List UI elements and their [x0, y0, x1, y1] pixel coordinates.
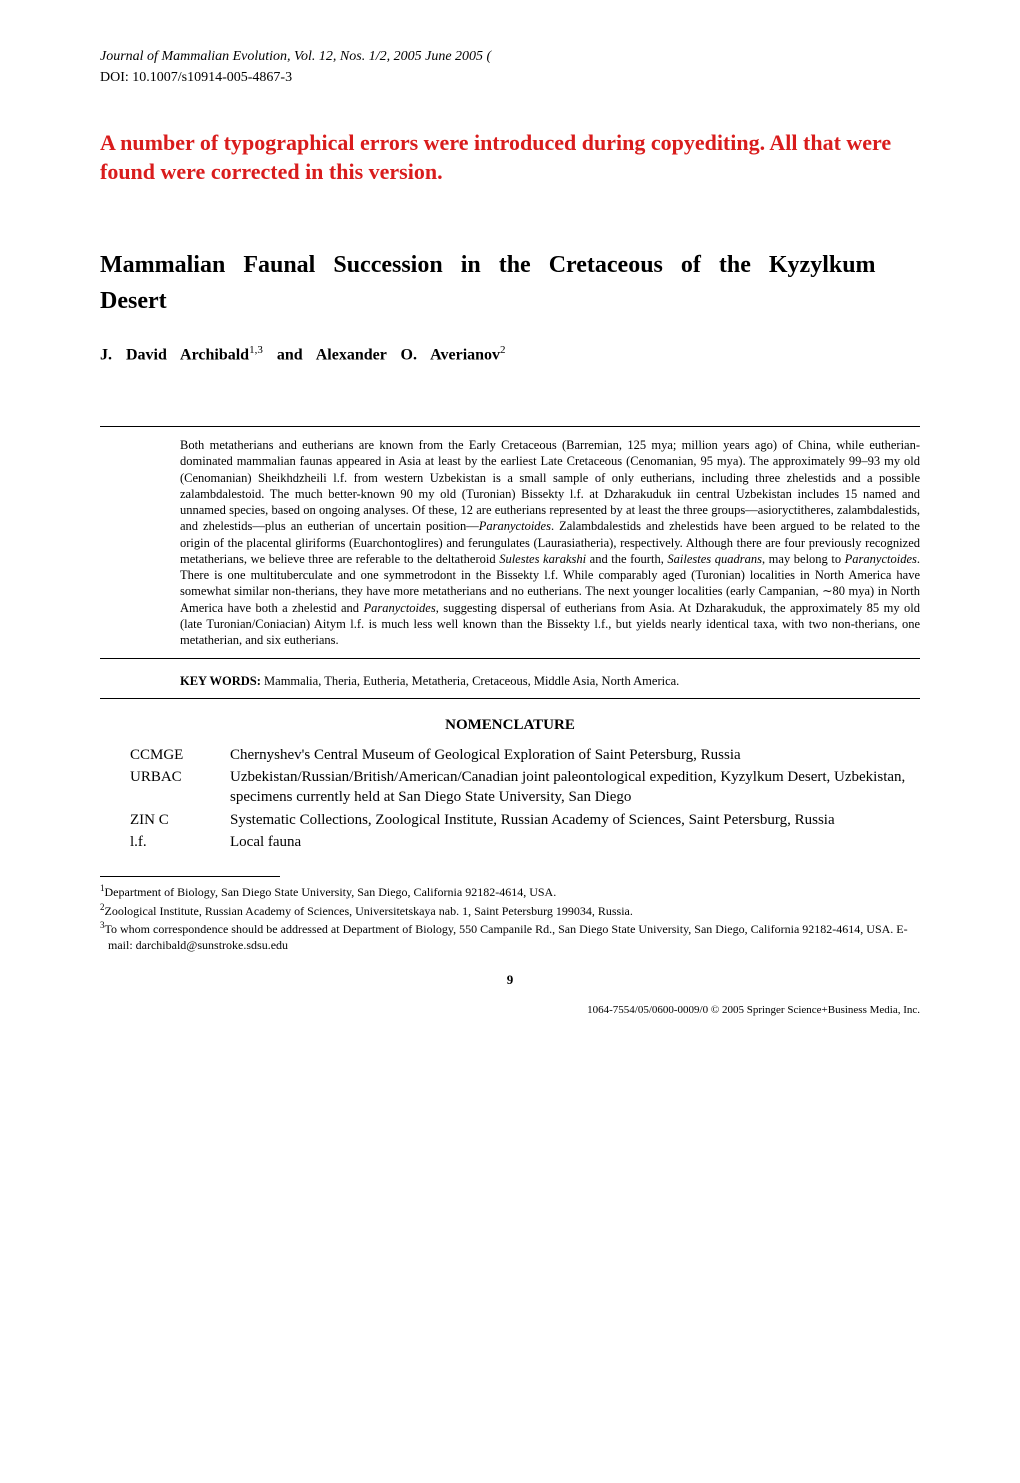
author-2-sup: 2 — [500, 344, 506, 356]
nomen-desc: Uzbekistan/Russian/British/American/Cana… — [230, 767, 920, 808]
nomen-abbrev: CCMGE — [130, 745, 230, 765]
nomen-abbrev: ZIN C — [130, 810, 230, 830]
keywords-text: Mammalia, Theria, Eutheria, Metatheria, … — [261, 674, 679, 688]
nomenclature-heading: NOMENCLATURE — [100, 715, 920, 735]
nomenclature-row: l.f. Local fauna — [130, 832, 920, 852]
page-number: 9 — [100, 971, 920, 989]
footnote-text: Department of Biology, San Diego State U… — [105, 885, 557, 899]
author-2: and Alexander O. Averianov — [277, 346, 500, 363]
abstract-text: Both metatherians and eutherians are kno… — [180, 438, 920, 647]
footnote-item: 3To whom correspondence should be addres… — [100, 920, 920, 953]
footnote-item: 2Zoological Institute, Russian Academy o… — [100, 902, 920, 920]
nomen-desc: Systematic Collections, Zoological Insti… — [230, 810, 920, 830]
nomen-abbrev: l.f. — [130, 832, 230, 852]
nomenclature-table: CCMGE Chernyshev's Central Museum of Geo… — [130, 745, 920, 852]
footnotes: 1Department of Biology, San Diego State … — [100, 883, 920, 953]
keywords-label: KEY WORDS: — [180, 674, 261, 688]
paper-title: Mammalian Faunal Succession in the Creta… — [100, 247, 920, 319]
copyright-line: 1064-7554/05/0600-0009/0 © 2005 Springer… — [100, 1003, 920, 1018]
author-1-sup: 1,3 — [249, 344, 263, 356]
nomenclature-row: CCMGE Chernyshev's Central Museum of Geo… — [130, 745, 920, 765]
footnote-text: Zoological Institute, Russian Academy of… — [105, 904, 633, 918]
journal-header: Journal of Mammalian Evolution, Vol. 12,… — [100, 48, 920, 67]
nomen-desc: Local fauna — [230, 832, 920, 852]
doi-line: DOI: 10.1007/s10914-005-4867-3 — [100, 69, 920, 88]
keywords: KEY WORDS: Mammalia, Theria, Eutheria, M… — [100, 667, 920, 698]
nomenclature-row: URBAC Uzbekistan/Russian/British/America… — [130, 767, 920, 808]
footnotes-divider — [100, 876, 280, 877]
authors-line: J. David Archibald1,3 and Alexander O. A… — [100, 343, 920, 366]
author-1: J. David Archibald — [100, 346, 249, 363]
abstract: Both metatherians and eutherians are kno… — [100, 426, 920, 659]
nomenclature-row: ZIN C Systematic Collections, Zoological… — [130, 810, 920, 830]
nomen-desc: Chernyshev's Central Museum of Geologica… — [230, 745, 920, 765]
footnote-text: To whom correspondence should be address… — [105, 922, 908, 952]
correction-notice: A number of typographical errors were in… — [100, 128, 920, 187]
nomen-abbrev: URBAC — [130, 767, 230, 808]
footnote-item: 1Department of Biology, San Diego State … — [100, 883, 920, 901]
